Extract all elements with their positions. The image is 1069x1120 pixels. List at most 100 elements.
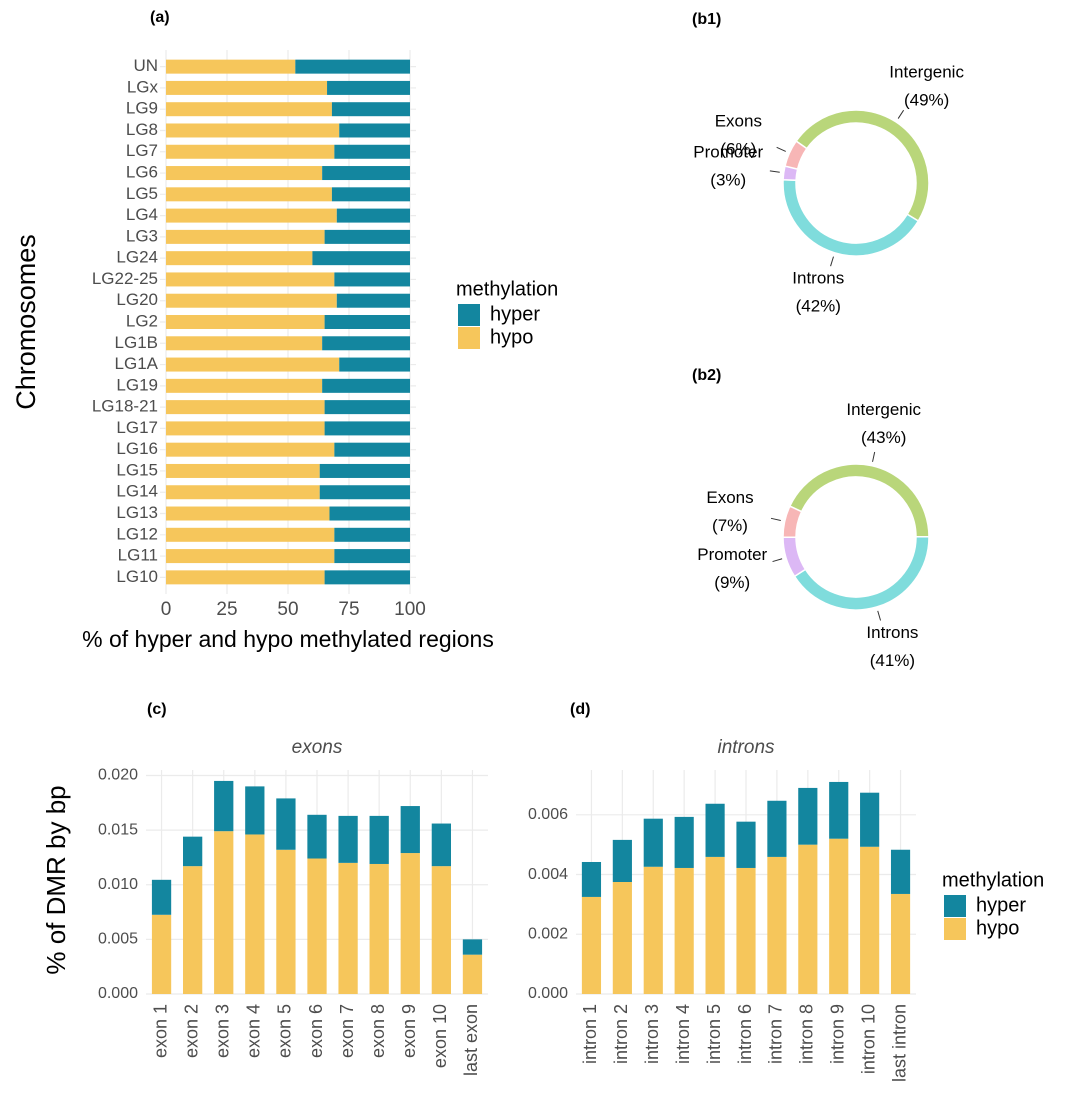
bar-segment [860,846,880,994]
bar-segment [736,867,756,994]
bar-segment [166,59,296,74]
y-tick-label: 0.002 [528,925,568,942]
bar-segment [166,485,320,500]
panel-label: (d) [570,701,590,718]
x-tick-label: 75 [338,599,359,620]
bar-segment [331,102,410,117]
value-label: (6%) [720,139,756,158]
y-tick-label: 0.004 [528,866,568,883]
bar-segment [334,442,410,457]
facet-title: exons [292,737,343,758]
legend-label: hyper [490,303,540,325]
y-axis-label: Chromosomes [11,234,41,410]
x-tick-label: 0 [161,599,172,620]
panel-label: (c) [147,701,167,718]
bar-segment [322,378,410,393]
x-tick-label: exon 4 [244,1004,264,1058]
bar-segment [166,272,335,287]
bar-segment [166,463,320,478]
bar-segment [798,787,818,845]
bar-segment [336,293,410,308]
bar-segment [674,816,694,868]
bar-segment [339,357,410,372]
bar-segment [890,849,911,894]
x-tick-label: last exon [461,1004,481,1076]
value-label: (7%) [712,516,748,535]
y-tick-label: UN [133,56,158,75]
legend-key [944,895,966,917]
bar-segment [214,831,234,994]
x-tick-label: exon 5 [275,1004,295,1058]
bar-segment [319,463,410,478]
bar-segment [166,442,335,457]
y-tick-label: LGx [127,77,159,96]
bar-segment [324,421,410,436]
legend-label: hypo [490,326,533,348]
segment-label: Exons [706,488,753,507]
y-tick-label: LG11 [118,546,158,565]
y-tick-label: LG13 [116,503,158,522]
x-tick-label: intron 9 [827,1004,847,1064]
segment-label: Intergenic [846,400,921,419]
legend-title: methylation [942,869,1044,891]
label-leader [776,146,786,152]
bar-segment [276,798,296,850]
bar-segment [245,786,265,835]
x-tick-label: 50 [277,599,298,620]
bar-segment [334,144,410,159]
y-tick-label: 0.000 [98,985,138,1002]
bar-segment [331,187,410,202]
donut-segment [793,535,930,611]
bar-segment [151,879,172,915]
bar-segment [338,815,358,863]
y-tick-label: LG22-25 [92,269,158,288]
y-axis-label: % of DMR by bp [41,785,71,974]
segment-label: Promoter [697,545,767,564]
x-tick-label: last intron [889,1004,909,1082]
x-tick-label: exon 10 [430,1004,450,1068]
segment-label: Exons [715,111,762,130]
panel-label: (b2) [692,367,721,384]
bar-segment [369,815,389,864]
bar-segment [612,882,632,994]
bar-segment [166,229,325,244]
bar-segment [431,866,452,994]
x-tick-label: 100 [394,599,426,620]
value-label: (43%) [861,428,906,447]
donut-segment [782,505,803,539]
segment-label: Introns [792,268,844,287]
x-tick-label: intron 5 [704,1004,724,1064]
y-tick-label: LG5 [126,184,158,203]
donut-segment [795,109,930,223]
bar-segment [307,858,327,994]
bar-segment [327,80,410,95]
x-tick-label: intron 10 [858,1004,878,1074]
bar-segment [322,166,410,181]
value-label: (41%) [870,651,915,670]
bar-segment [767,856,787,994]
y-tick-label: 0.020 [98,767,138,784]
x-tick-label: intron 1 [580,1004,600,1064]
bar-segment [166,293,337,308]
x-tick-label: exon 6 [306,1004,326,1058]
x-tick-label: exon 8 [368,1004,388,1058]
bar-segment [182,866,203,994]
bar-segment [400,806,420,854]
bar-segment [295,59,410,74]
bar-segment [166,187,332,202]
segment-label: Introns [866,623,918,642]
y-tick-label: LG7 [126,141,158,160]
donut-segment [782,536,807,578]
y-tick-label: LG20 [116,290,158,309]
bar-segment [767,800,787,857]
x-tick-label: intron 6 [735,1004,755,1064]
y-tick-label: LG16 [116,439,158,458]
bar-segment [643,818,663,867]
bar-segment [329,506,410,521]
bar-segment [462,939,483,955]
label-leader [770,517,781,521]
value-label: (49%) [904,90,949,109]
bar-segment [334,527,410,542]
y-tick-label: LG19 [116,375,158,394]
